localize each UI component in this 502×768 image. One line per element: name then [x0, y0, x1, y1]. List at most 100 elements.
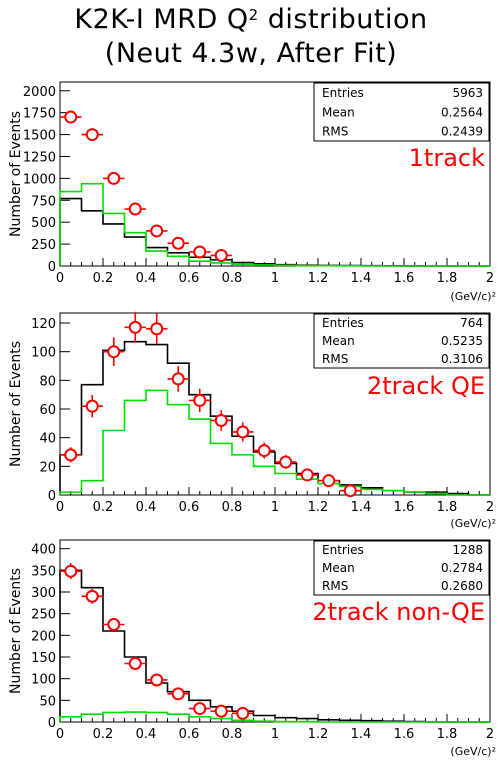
panel-3: 0 0.2 0.4 0.6 0.8 1 1.2 1.4 1.6 1.8 2 0 50 100 150 200 2… [8, 539, 496, 758]
y-tick-label: 20 [39, 460, 56, 475]
data-point [150, 322, 164, 336]
panel-label: 1track [409, 144, 485, 172]
x-tick-label: 0 [56, 727, 64, 742]
title-suffix: distribution [258, 4, 428, 35]
data-point [171, 236, 185, 250]
stats-box [313, 540, 490, 596]
data-point [85, 589, 99, 603]
y-tick-label: 750 [31, 194, 56, 209]
data-point [279, 455, 293, 469]
y-tick-label: 0 [48, 716, 56, 731]
data-point [85, 399, 99, 413]
x-axis-unit: (GeV/c)² [450, 517, 496, 530]
stats-label: RMS [322, 125, 348, 139]
data-point [128, 657, 142, 670]
y-tick-label: 1000 [23, 172, 56, 187]
chart-title-line-2: (Neut 4.3w, After Fit) [104, 38, 398, 69]
x-tick-label: 0.2 [93, 727, 114, 742]
x-tick-label: 1 [271, 727, 279, 742]
x-tick-label: 1 [271, 500, 279, 515]
x-axis-unit: (GeV/c)² [450, 745, 496, 758]
panel-label: 2track QE [367, 372, 485, 400]
x-tick-label: 1.6 [394, 500, 415, 515]
stats-value: 0.3106 [441, 352, 483, 366]
histogram-step-series-2 [59, 389, 490, 496]
x-tick-label: 1.2 [308, 727, 329, 742]
y-tick-label: 0 [48, 489, 56, 504]
stats-label: Mean [322, 561, 355, 575]
stats-value: 0.5235 [441, 334, 483, 348]
y-tick-label: 1750 [23, 107, 56, 122]
x-tick-label: 1.2 [308, 500, 329, 515]
x-tick-label: 0.6 [179, 727, 200, 742]
y-tick-label: 1500 [23, 129, 56, 144]
y-tick-label: 250 [31, 608, 56, 623]
data-point [214, 248, 228, 262]
y-tick-label: 400 [31, 543, 56, 558]
data-point [300, 468, 314, 482]
data-point [85, 128, 99, 142]
data-point [150, 224, 164, 238]
data-point [193, 245, 207, 259]
y-tick-label: 2000 [23, 85, 56, 100]
y-tick-label: 150 [31, 651, 56, 666]
x-tick-label: 0.6 [179, 500, 200, 515]
x-tick-label: 1.2 [308, 271, 329, 286]
data-point [107, 171, 121, 185]
data-point [193, 393, 207, 407]
data-point [107, 618, 121, 631]
y-tick-label: 100 [31, 346, 56, 361]
y-axis-label: Number of Events [8, 111, 24, 237]
x-tick-label: 1.4 [351, 727, 372, 742]
y-tick-label: 200 [31, 629, 56, 644]
x-tick-label: 0.6 [179, 271, 200, 286]
data-point [171, 372, 185, 386]
y-tick-label: 40 [39, 432, 56, 447]
stats-label: RMS [322, 352, 348, 366]
y-tick-label: 350 [31, 564, 56, 579]
data-point [343, 484, 357, 498]
x-tick-label: 1.6 [394, 727, 415, 742]
x-tick-label: 0.4 [136, 500, 157, 515]
x-tick-label: 0 [56, 500, 64, 515]
stats-label: Entries [322, 316, 364, 330]
x-tick-label: 1.8 [437, 271, 458, 286]
y-tick-label: 100 [31, 673, 56, 688]
x-tick-label: 1.4 [351, 271, 372, 286]
data-point [128, 320, 142, 334]
x-tick-label: 2 [486, 727, 494, 742]
y-tick-label: 0 [48, 260, 56, 275]
stats-label: Mean [322, 105, 355, 119]
stats-value: 0.2439 [441, 125, 483, 139]
histogram-step-series-2 [59, 182, 490, 267]
stats-value: 0.2784 [441, 561, 483, 575]
y-tick-label: 300 [31, 586, 56, 601]
stats-label: Entries [322, 543, 364, 557]
x-tick-label: 1.8 [437, 500, 458, 515]
data-point [107, 345, 121, 359]
stats-box [313, 313, 490, 369]
panel-2: 0 0.2 0.4 0.6 0.8 1 1.2 1.4 1.6 1.8 20204060801001… [8, 311, 496, 530]
data-point [322, 474, 336, 488]
panel-label: 2track non-QE [312, 598, 485, 626]
x-tick-label: 0.8 [222, 271, 243, 286]
chart-title-line-1: K2K-I MRD Q2 distribution [0, 4, 502, 35]
histogram-step-series-1 [59, 569, 490, 723]
data-point [128, 202, 142, 216]
data-point [257, 444, 271, 458]
x-tick-label: 0.8 [222, 727, 243, 742]
data-point [171, 687, 185, 701]
x-tick-label: 0.4 [136, 271, 157, 286]
data-point [150, 673, 164, 687]
data-point [236, 425, 250, 439]
x-axis-unit: (GeV/c)² [450, 290, 496, 303]
stats-value: 764 [460, 316, 483, 330]
stats-value: 5963 [452, 86, 483, 100]
x-tick-label: 0.8 [222, 500, 243, 515]
data-point [64, 448, 78, 462]
stats-box [313, 82, 490, 142]
x-tick-label: 0.4 [136, 727, 157, 742]
x-tick-label: 1.8 [437, 727, 458, 742]
y-tick-label: 250 [31, 238, 56, 253]
